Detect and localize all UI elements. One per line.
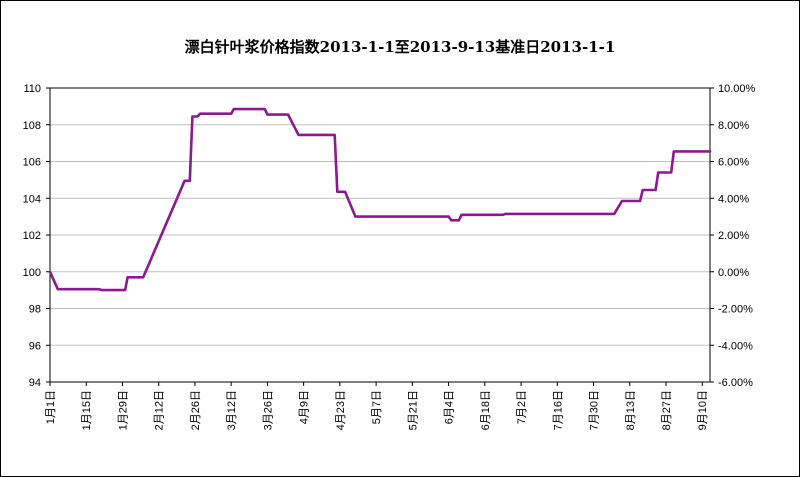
x-tick-label: 8月27日	[661, 390, 673, 430]
y2-tick-label: 10.00%	[718, 83, 756, 95]
x-tick-label: 5月21日	[407, 390, 419, 430]
x-tick-label: 7月16日	[552, 390, 564, 430]
y2-tick-label: 0.00%	[718, 267, 749, 279]
y2-tick-label: 6.00%	[718, 157, 749, 169]
x-tick-label: 8月13日	[625, 390, 637, 430]
x-tick-label: 1月29日	[117, 390, 129, 430]
series-layer	[48, 107, 712, 292]
x-tick-label: 1月1日	[45, 390, 57, 424]
y2-tick-label: -6.00%	[718, 377, 753, 389]
x-tick-label: 2月26日	[190, 390, 202, 430]
y2-tick-label: -4.00%	[718, 340, 753, 352]
x-tick-label: 9月10日	[697, 390, 709, 430]
y-tick-label: 108	[23, 120, 41, 132]
y-tick-label: 106	[23, 157, 41, 169]
x-tick-label: 1月15日	[81, 390, 93, 430]
x-tick-label: 7月30日	[589, 390, 601, 430]
y-tick-label: 100	[23, 267, 41, 279]
chart-title: 漂白针叶浆价格指数2013-1-1至2013-9-13基准日2013-1-1	[184, 38, 616, 56]
y2-tick-label: 8.00%	[718, 120, 749, 132]
y-tick-label: 102	[23, 230, 41, 242]
y-tick-label: 104	[23, 193, 41, 205]
x-tick-label: 4月23日	[335, 390, 347, 430]
x-tick-label: 2月12日	[154, 390, 166, 430]
y-tick-label: 98	[29, 304, 41, 316]
x-tick-label: 7月2日	[516, 390, 528, 424]
y2-tick-label: 4.00%	[718, 193, 749, 205]
left-axis: 94 96 98 100 102 104 106 108 110	[23, 83, 50, 389]
series-line	[48, 107, 712, 292]
y2-tick-label: -2.00%	[718, 304, 753, 316]
x-tick-label: 5月7日	[371, 390, 383, 424]
x-tick-label: 3月26日	[262, 390, 274, 430]
y-tick-label: 94	[29, 377, 41, 389]
y-tick-label: 110	[23, 83, 41, 95]
y-tick-label: 96	[29, 340, 41, 352]
x-tick-label: 6月4日	[444, 390, 456, 424]
x-tick-label: 6月18日	[480, 390, 492, 430]
x-tick-label: 4月9日	[299, 390, 311, 424]
y2-tick-label: 2.00%	[718, 230, 749, 242]
x-axis: 1月1日 1月15日 1月29日 2月12日 2月26日 3月12日 3月26日 4月9日 4月…	[45, 382, 709, 430]
gridlines	[50, 87, 710, 383]
x-tick-label: 3月12日	[226, 390, 238, 430]
right-axis: -6.00% -4.00% -2.00% 0.00% 2.00% 4.00% 6.00% 8.…	[710, 83, 756, 389]
